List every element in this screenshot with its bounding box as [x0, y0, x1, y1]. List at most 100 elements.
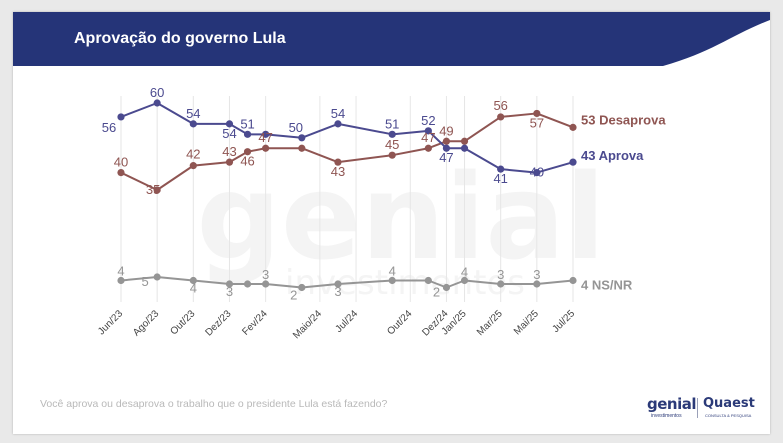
series-points — [117, 99, 577, 292]
data-point-aprova — [298, 134, 306, 142]
data-point-aprova — [153, 99, 161, 107]
x-axis-ticks: Jun/23 Ago/23 Out/23 Dez/23 Fev/24 Maio/24 Jul… — [96, 308, 577, 341]
data-label-desaprova: 47 — [421, 130, 435, 145]
data-point-desaprova — [243, 148, 252, 156]
chart-title: Aprovação do governo Lula — [74, 30, 286, 47]
data-point-nsnr — [243, 280, 252, 288]
data-label-nsnr: 4 — [117, 264, 124, 279]
x-tick-label: Jun/23 — [96, 308, 125, 337]
data-label-desaprova: 35 — [146, 182, 160, 197]
data-label-nsnr: 4 — [389, 264, 396, 279]
logo-separator — [697, 398, 698, 418]
data-label-aprova: 60 — [150, 85, 164, 100]
quaest-logo: Quaest — [703, 396, 755, 411]
data-label-nsnr: 4 — [461, 265, 468, 280]
data-point-desaprova — [388, 151, 396, 159]
data-point-aprova — [460, 144, 469, 152]
x-tick-label: Jul/25 — [550, 308, 577, 335]
data-label-aprova: 52 — [421, 113, 435, 128]
data-point-nsnr — [533, 280, 541, 288]
data-label-desaprova: 43 — [331, 164, 345, 179]
data-point-aprova — [533, 169, 541, 177]
x-tick-label: Ago/23 — [131, 308, 161, 338]
data-label-desaprova: 47 — [258, 130, 272, 145]
header-banner — [13, 12, 770, 66]
data-point-aprova — [388, 130, 396, 138]
data-label-nsnr: 3 — [226, 284, 233, 299]
data-point-desaprova — [424, 144, 432, 152]
data-label-nsnr: 3 — [533, 267, 540, 282]
x-tick-label: Jul/24 — [334, 308, 361, 335]
series-end-labels: 4 NS/NR 53 Desaprova 43 Aprova — [581, 112, 666, 292]
data-point-nsnr — [298, 283, 306, 292]
data-point-nsnr — [388, 276, 396, 285]
brand-logos: genial investimentos Quaest CONSULTA & P… — [645, 393, 765, 423]
x-tick-label: Dez/23 — [203, 308, 233, 338]
data-point-nsnr — [262, 280, 270, 288]
data-point-aprova — [497, 165, 505, 173]
data-point-aprova — [189, 120, 197, 128]
data-point-nsnr — [153, 273, 161, 281]
data-label-desaprova: 49 — [439, 123, 453, 138]
x-tick-label: Fev/24 — [240, 308, 270, 338]
data-label-aprova: 47 — [439, 150, 453, 165]
data-point-nsnr — [442, 283, 451, 292]
data-point-nsnr — [334, 280, 342, 288]
x-tick-label: Mar/25 — [475, 308, 505, 338]
data-label-desaprova: 57 — [530, 115, 544, 130]
data-label-desaprova: 46 — [240, 154, 254, 169]
data-label-aprova: 54 — [222, 126, 236, 141]
data-point-desaprova — [533, 109, 541, 118]
data-label-desaprova: 43 — [222, 144, 236, 159]
end-label-desaprova: 53 Desaprova — [581, 112, 666, 127]
data-label-aprova: 54 — [331, 106, 345, 121]
data-point-nsnr — [225, 280, 234, 288]
data-point-desaprova — [153, 186, 161, 194]
data-label-nsnr: 3 — [334, 284, 341, 299]
data-point-desaprova — [442, 137, 451, 145]
data-point-aprova — [424, 127, 432, 135]
data-point-aprova — [262, 130, 270, 138]
data-point-desaprova — [298, 144, 306, 152]
data-label-nsnr: 2 — [433, 285, 440, 300]
data-point-nsnr — [424, 276, 432, 285]
data-point-desaprova — [334, 158, 342, 166]
data-label-desaprova: 56 — [493, 98, 507, 113]
data-label-desaprova: 42 — [186, 147, 200, 162]
x-tick-label: Maio/24 — [291, 308, 324, 341]
data-label-aprova: 40 — [530, 165, 544, 180]
question-footnote: Você aprova ou desaprova o trabalho que … — [40, 398, 388, 410]
data-label-desaprova: 45 — [385, 137, 399, 152]
data-point-desaprova — [460, 137, 469, 145]
data-point-nsnr — [117, 276, 125, 285]
data-point-aprova — [442, 144, 451, 152]
data-point-desaprova — [497, 113, 505, 121]
data-point-aprova — [334, 120, 342, 128]
genial-logo-subtitle: investimentos — [651, 413, 682, 419]
data-label-nsnr: 3 — [497, 267, 504, 282]
data-label-aprova: 56 — [102, 120, 116, 135]
data-label-aprova: 54 — [186, 106, 200, 121]
data-point-nsnr — [497, 280, 505, 288]
data-label-aprova: 41 — [493, 171, 507, 186]
data-label-nsnr: 4 — [190, 281, 197, 296]
data-label-nsnr: 5 — [142, 274, 149, 289]
x-tick-label: Out/24 — [385, 308, 414, 337]
data-point-aprova — [569, 158, 577, 166]
data-point-aprova — [117, 113, 125, 121]
data-point-aprova — [225, 120, 234, 128]
data-point-nsnr — [569, 276, 577, 285]
data-point-desaprova — [569, 123, 577, 131]
data-point-desaprova — [117, 169, 125, 177]
end-label-aprova: 43 Aprova — [581, 148, 644, 163]
data-label-nsnr: 3 — [262, 267, 269, 282]
quaest-logo-subtitle: CONSULTA & PESQUISA — [705, 413, 752, 418]
data-point-aprova — [243, 130, 252, 138]
data-label-aprova: 50 — [289, 120, 303, 135]
data-point-desaprova — [225, 158, 234, 166]
x-tick-label: Out/23 — [168, 308, 197, 337]
x-tick-label: Mai/25 — [512, 308, 541, 337]
chart-grid — [120, 96, 574, 302]
